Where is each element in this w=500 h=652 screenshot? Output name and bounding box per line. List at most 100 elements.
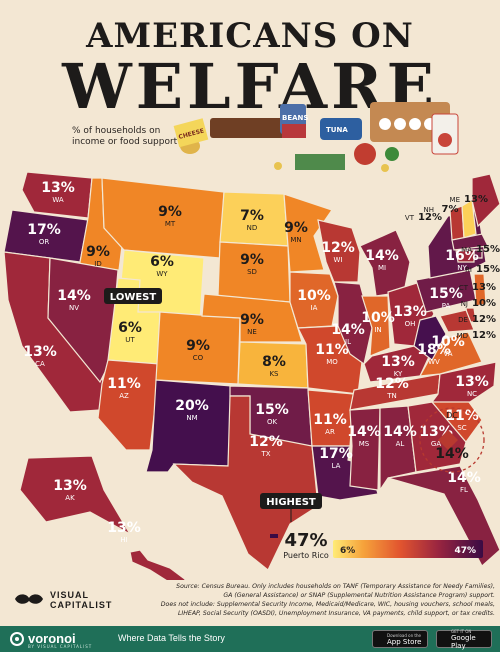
state-ma (451, 233, 489, 251)
state-al (379, 405, 417, 492)
state-me (471, 173, 500, 228)
state-value-nc: 13% (455, 374, 489, 390)
voronoi-logo[interactable]: voronoi (10, 631, 76, 646)
state-value-la: 17% (319, 446, 353, 462)
state-value-mn: 9% (284, 220, 308, 236)
state-code-va: VA (443, 350, 452, 358)
state-code-il: IL (345, 338, 351, 346)
state-code-nm: NM (186, 414, 197, 422)
state-code-in: IN (374, 326, 381, 334)
state-value-vt: 12% (418, 212, 442, 223)
state-code-ky: KY (394, 370, 403, 378)
state-value-ak: 13% (53, 478, 87, 494)
state-value-pa: 15% (429, 286, 463, 302)
state-value-ma: 15% (476, 244, 500, 255)
state-value-nj: 10% (472, 298, 496, 309)
puerto-rico-name: Puerto Rico (283, 551, 329, 560)
state-value-wy: 6% (150, 254, 174, 270)
dc-shape (438, 430, 458, 450)
state-code-ak: AK (65, 494, 75, 502)
brand-line-2: CAPITALIST (50, 600, 113, 610)
state-code-ny: NY (457, 264, 467, 272)
state-code-nd: ND (247, 224, 258, 232)
state-hi (129, 549, 187, 580)
state-ct (455, 249, 475, 263)
google-play-button[interactable]: GET IT ON Google Play (436, 628, 492, 650)
state-code-hi: HI (120, 536, 127, 544)
state-value-tx: 12% (249, 434, 283, 450)
title-line-1: AMERICANS ON (86, 16, 414, 56)
google-play-small: GET IT ON (451, 628, 472, 634)
state-value-nh: 7% (442, 204, 459, 215)
state-value-de: 12% (472, 314, 496, 325)
legend-min: 6% (340, 546, 355, 556)
state-value-ne: 9% (240, 312, 264, 328)
state-code-al: AL (396, 440, 405, 448)
state-value-nm: 20% (175, 398, 209, 414)
state-value-ok: 15% (255, 402, 289, 418)
app-store-label: App Store (387, 637, 422, 646)
state-value-ar: 11% (313, 412, 347, 428)
state-value-ms: 14% (347, 424, 381, 440)
state-value-md: 12% (472, 330, 496, 341)
state-code-ct: CT (459, 284, 469, 292)
state-value-dc: 14% (435, 446, 469, 462)
state-il (333, 281, 373, 366)
state-value-or: 17% (27, 222, 61, 238)
app-store-button[interactable]: Download on the App Store (372, 630, 428, 648)
state-value-ct: 13% (472, 282, 496, 293)
state-value-ks: 8% (262, 354, 286, 370)
state-code-mn: MN (290, 236, 301, 244)
state-code-ne: NE (247, 328, 257, 336)
state-code-ia: IA (311, 304, 318, 312)
state-value-ri: 15% (476, 264, 500, 275)
highest-label: HIGHEST (266, 497, 316, 508)
puerto-rico-shape (270, 534, 278, 538)
state-code-nj: NJ (461, 300, 468, 308)
state-value-nv: 14% (57, 288, 91, 304)
state-code-mi: MI (378, 264, 386, 272)
state-value-me: 13% (464, 194, 488, 205)
footer-bar: voronoi BY VISUAL CAPITALIST Where Data … (0, 626, 500, 652)
voronoi-subtitle: BY VISUAL CAPITALIST (28, 644, 93, 649)
brand-line-1: VISUAL (50, 590, 90, 600)
state-nj (473, 273, 487, 307)
state-nc (430, 361, 497, 403)
state-ms (349, 407, 381, 491)
state-code-md: MD (457, 332, 468, 340)
source-line-4: LIHEAP, Social Security (OASDI), Unemplo… (177, 610, 495, 617)
state-value-ny: 16% (445, 248, 479, 264)
state-value-hi: 13% (107, 520, 141, 536)
state-code-ri: RI (465, 266, 472, 274)
state-value-oh: 13% (393, 304, 427, 320)
state-code-ar: AR (325, 428, 335, 436)
state-code-ca: CA (35, 360, 45, 368)
beans-label: BEANS (282, 114, 308, 122)
state-value-ky: 13% (381, 354, 415, 370)
state-value-puerto-rico: 47% (284, 530, 327, 551)
state-code-vt: VT (405, 214, 415, 222)
highest-badge: HIGHEST (260, 493, 322, 538)
lowest-label: LOWEST (110, 292, 157, 303)
source-note: Source: Census Bureau. Only includes hou… (110, 582, 495, 618)
state-value-tn: 12% (375, 376, 409, 392)
tagline: Where Data Tells the Story (118, 633, 225, 643)
state-tx (172, 395, 319, 571)
legend-max: 47% (454, 546, 476, 556)
state-ga (407, 401, 467, 473)
state-value-az: 11% (107, 376, 141, 392)
subtitle: % of households on income or food suppor… (72, 126, 178, 147)
dc-inset: DC (419, 407, 485, 473)
state-value-nd: 7% (240, 208, 264, 224)
lowest-badge: LOWEST (104, 288, 162, 304)
state-wa (21, 171, 93, 219)
state-shapes (3, 171, 500, 580)
source-line-1: Source: Census Bureau. Only includes hou… (176, 583, 495, 590)
state-value-sc: 11% (445, 408, 479, 424)
state-code-pa: PA (442, 302, 451, 310)
state-code-or: OR (39, 238, 50, 246)
state-value-ia: 10% (297, 288, 331, 304)
state-md (439, 309, 475, 333)
state-code-wy: WY (156, 270, 168, 278)
state-code-wi: WI (334, 256, 343, 264)
